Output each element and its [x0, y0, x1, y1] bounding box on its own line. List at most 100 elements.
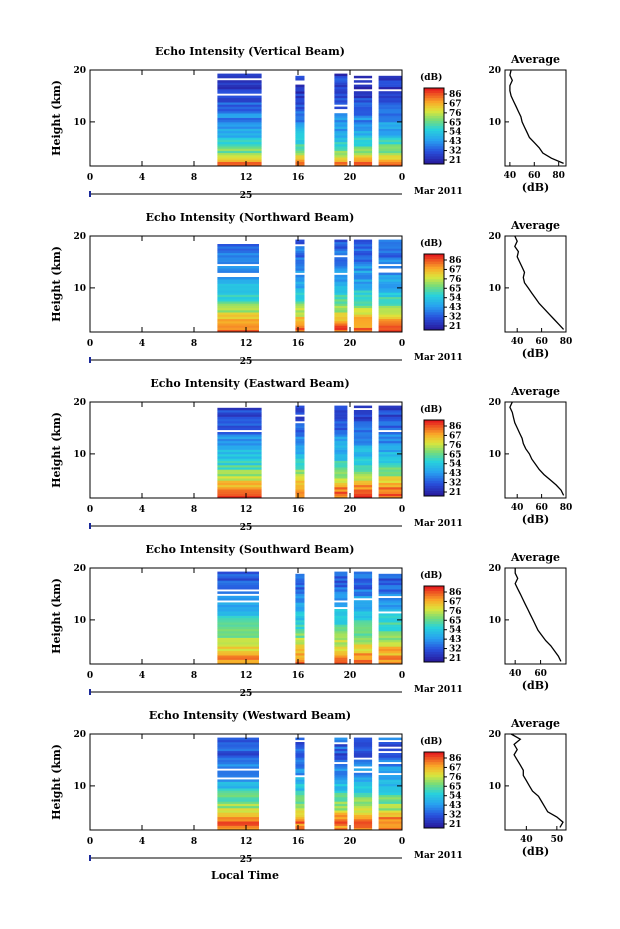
heatmap-cell	[217, 480, 262, 483]
heatmap-cell	[378, 82, 402, 85]
heatmap-cell	[378, 292, 402, 295]
heatmap-cell	[353, 292, 373, 295]
heatmap-cell	[378, 819, 402, 822]
heatmap-cell	[217, 279, 259, 282]
heatmap-cell	[217, 635, 259, 638]
heatmap-cell	[378, 139, 402, 143]
heatmap-cell	[334, 801, 348, 804]
heatmap-cell	[353, 471, 373, 475]
heatmap-cell	[295, 478, 305, 481]
heatmap-cell	[295, 653, 305, 656]
heatmap-cell	[353, 436, 373, 439]
heatmap-cell	[295, 622, 305, 625]
colorbar-swatch	[424, 281, 444, 285]
heatmap-cell	[334, 650, 348, 654]
heatmap-cell	[378, 310, 402, 313]
heatmap-cell	[217, 270, 259, 273]
colorbar-swatch	[424, 769, 444, 773]
average-x-label: (dB)	[522, 679, 549, 692]
heatmap-cell	[353, 146, 373, 149]
heatmap-cell	[217, 157, 262, 160]
heatmap-cell	[353, 429, 373, 433]
heatmap-cell	[353, 635, 373, 638]
heatmap-cell	[295, 748, 305, 752]
y-tick-label: 20	[73, 730, 86, 740]
heatmap-cell	[378, 770, 402, 774]
heatmap-cell	[217, 146, 262, 149]
heatmap-cell	[378, 329, 402, 333]
heatmap-cell	[334, 257, 348, 260]
average-x-tick-label: 80	[560, 503, 573, 513]
heatmap-cell	[334, 746, 348, 749]
average-profile-line	[514, 235, 565, 330]
heatmap-cell	[295, 86, 305, 90]
heatmap-cell	[217, 642, 259, 645]
heatmap-cell	[334, 467, 348, 470]
heatmap-cell	[353, 737, 373, 741]
heatmap-cell	[295, 303, 305, 306]
heatmap-cell	[217, 144, 262, 147]
heatmap-cell	[334, 91, 348, 94]
x-tick-label: 0	[399, 671, 405, 681]
heatmap-cell	[378, 144, 402, 147]
heatmap-cell	[353, 808, 373, 811]
heatmap-cell	[217, 823, 259, 826]
heatmap-cell	[353, 650, 373, 654]
heatmap-cell	[217, 819, 259, 822]
heatmap-cell	[353, 823, 373, 826]
heatmap-cell	[217, 255, 259, 258]
colorbar-swatch	[424, 307, 444, 311]
heatmap-cell	[334, 329, 348, 333]
heatmap-cell	[334, 653, 348, 656]
heatmap-cell	[353, 573, 373, 577]
heatmap-cell	[353, 423, 373, 426]
heatmap-cell	[295, 737, 305, 741]
heatmap-cell	[378, 748, 402, 752]
heatmap-cell	[353, 314, 373, 317]
heatmap-cell	[334, 137, 348, 140]
heatmap-cell	[217, 591, 259, 594]
heatmap-cell	[378, 646, 402, 649]
colorbar-swatch	[424, 292, 444, 295]
heatmap-cell	[217, 84, 262, 88]
heatmap-cell	[295, 301, 305, 304]
colorbar-swatch	[424, 812, 444, 816]
heatmap-cell	[295, 770, 305, 774]
heatmap-cell	[295, 648, 305, 652]
heatmap-cell	[217, 611, 259, 614]
heatmap-cell	[217, 764, 259, 767]
x-tick-label: 0	[399, 505, 405, 515]
heatmap-cell	[334, 484, 348, 488]
heatmap-cell	[378, 626, 402, 630]
heatmap-cell	[295, 600, 305, 603]
heatmap-cell	[378, 808, 402, 811]
heatmap-cell	[378, 462, 402, 466]
heatmap-cell	[295, 799, 305, 802]
heatmap-cell	[378, 755, 402, 758]
heatmap-cell	[378, 489, 402, 492]
colorbar-swatch	[424, 626, 444, 630]
heatmap-cell	[353, 312, 373, 315]
colorbar-tick-label: 43	[449, 469, 462, 479]
heatmap-cell	[295, 100, 305, 103]
heatmap-cell	[295, 117, 305, 121]
heatmap-cell	[217, 827, 259, 831]
x-tick-label: 8	[191, 173, 197, 183]
heatmap-cell	[217, 443, 262, 446]
heatmap-cell	[334, 637, 348, 641]
heatmap-cell	[353, 465, 373, 468]
heatmap-cell	[334, 657, 348, 660]
heatmap-cell	[217, 772, 259, 776]
heatmap-cell	[334, 604, 348, 608]
heatmap-cell	[353, 443, 373, 446]
heatmap-cell	[378, 410, 402, 413]
heatmap-cell	[334, 591, 348, 594]
colorbar-swatch	[424, 302, 444, 306]
heatmap-cell	[334, 635, 348, 638]
heatmap-cell	[295, 407, 305, 411]
x-tick-label: 20	[344, 339, 357, 349]
heatmap-cell	[378, 622, 402, 625]
heatmap-cell	[217, 281, 259, 284]
heatmap-cell	[217, 277, 259, 280]
heatmap-cell	[334, 816, 348, 820]
